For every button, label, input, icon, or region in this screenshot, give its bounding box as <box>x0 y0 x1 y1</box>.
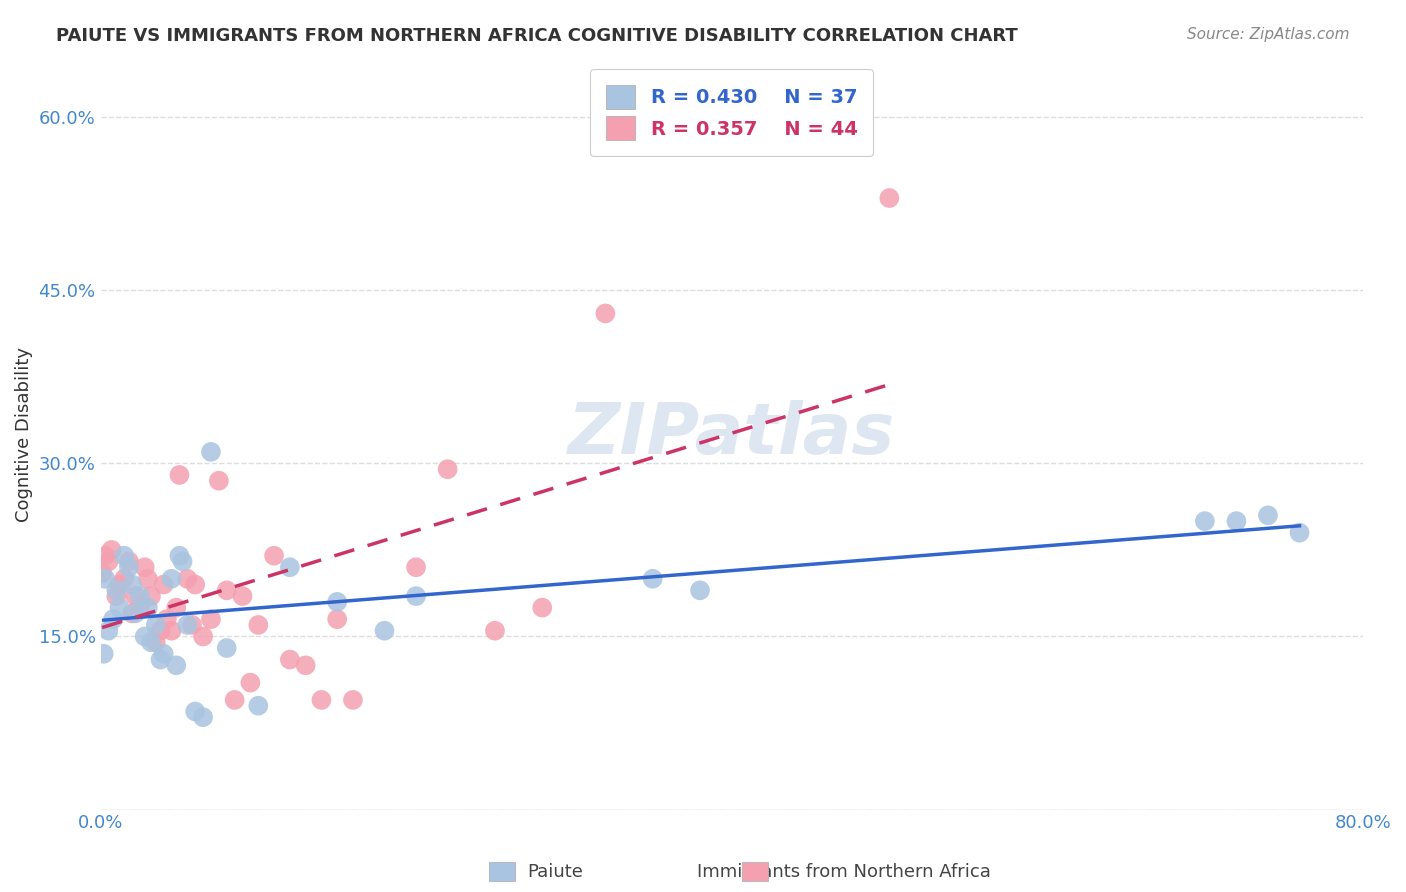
Point <box>176 618 198 632</box>
Point <box>156 612 179 626</box>
Point <box>200 445 222 459</box>
Point <box>129 600 152 615</box>
Point <box>405 589 427 603</box>
Point <box>215 583 238 598</box>
Point <box>436 462 458 476</box>
Point <box>1288 525 1310 540</box>
Point <box>118 554 141 568</box>
Point <box>129 589 152 603</box>
Point <box>689 583 711 598</box>
Point <box>231 589 253 603</box>
Point <box>134 560 156 574</box>
Point <box>105 589 128 603</box>
Text: Source: ZipAtlas.com: Source: ZipAtlas.com <box>1187 27 1350 42</box>
Point <box>326 612 349 626</box>
Point <box>1225 514 1247 528</box>
Point <box>108 577 131 591</box>
Point <box>97 624 120 638</box>
Point <box>165 658 187 673</box>
Point <box>1257 508 1279 523</box>
Point <box>124 589 146 603</box>
Point <box>181 618 204 632</box>
Point <box>100 543 122 558</box>
Point <box>191 710 214 724</box>
Point <box>278 560 301 574</box>
Point <box>152 647 174 661</box>
Point <box>136 600 159 615</box>
Point <box>94 549 117 563</box>
Point <box>124 607 146 621</box>
Point <box>160 624 183 638</box>
Point <box>165 600 187 615</box>
Point <box>311 693 333 707</box>
Text: ZIPatlas: ZIPatlas <box>568 401 896 469</box>
Point <box>405 560 427 574</box>
Text: Paiute: Paiute <box>527 863 583 881</box>
Legend: R = 0.430    N = 37, R = 0.357    N = 44: R = 0.430 N = 37, R = 0.357 N = 44 <box>591 70 873 156</box>
Point <box>101 612 124 626</box>
Point <box>93 647 115 661</box>
Point <box>208 474 231 488</box>
Point <box>342 693 364 707</box>
Point <box>247 698 270 713</box>
Point <box>145 635 167 649</box>
Point <box>191 630 214 644</box>
Y-axis label: Cognitive Disability: Cognitive Disability <box>15 347 32 522</box>
Point <box>112 549 135 563</box>
Point <box>215 640 238 655</box>
Text: PAIUTE VS IMMIGRANTS FROM NORTHERN AFRICA COGNITIVE DISABILITY CORRELATION CHART: PAIUTE VS IMMIGRANTS FROM NORTHERN AFRIC… <box>56 27 1018 45</box>
Point <box>1194 514 1216 528</box>
Point <box>118 560 141 574</box>
Point <box>184 577 207 591</box>
Point <box>247 618 270 632</box>
Point <box>641 572 664 586</box>
Point <box>121 607 143 621</box>
Point <box>200 612 222 626</box>
Point <box>121 577 143 591</box>
Point <box>94 572 117 586</box>
Point <box>149 624 172 638</box>
Point <box>139 635 162 649</box>
Point <box>152 577 174 591</box>
Point <box>224 693 246 707</box>
Point <box>879 191 901 205</box>
Point <box>278 652 301 666</box>
Point <box>160 572 183 586</box>
Point <box>484 624 506 638</box>
Point <box>105 583 128 598</box>
Point <box>176 572 198 586</box>
Point <box>263 549 285 563</box>
Point <box>134 630 156 644</box>
Point <box>172 554 194 568</box>
Point <box>136 572 159 586</box>
Point <box>326 595 349 609</box>
Point <box>112 572 135 586</box>
Point <box>373 624 395 638</box>
Point <box>239 675 262 690</box>
Text: Immigrants from Northern Africa: Immigrants from Northern Africa <box>696 863 991 881</box>
Point <box>145 618 167 632</box>
Point <box>169 467 191 482</box>
Point <box>108 600 131 615</box>
Point <box>595 306 617 320</box>
Point <box>91 566 114 580</box>
Point <box>294 658 316 673</box>
Point <box>149 652 172 666</box>
Point <box>97 554 120 568</box>
Point <box>169 549 191 563</box>
Point <box>531 600 554 615</box>
Point <box>184 705 207 719</box>
Point <box>139 589 162 603</box>
